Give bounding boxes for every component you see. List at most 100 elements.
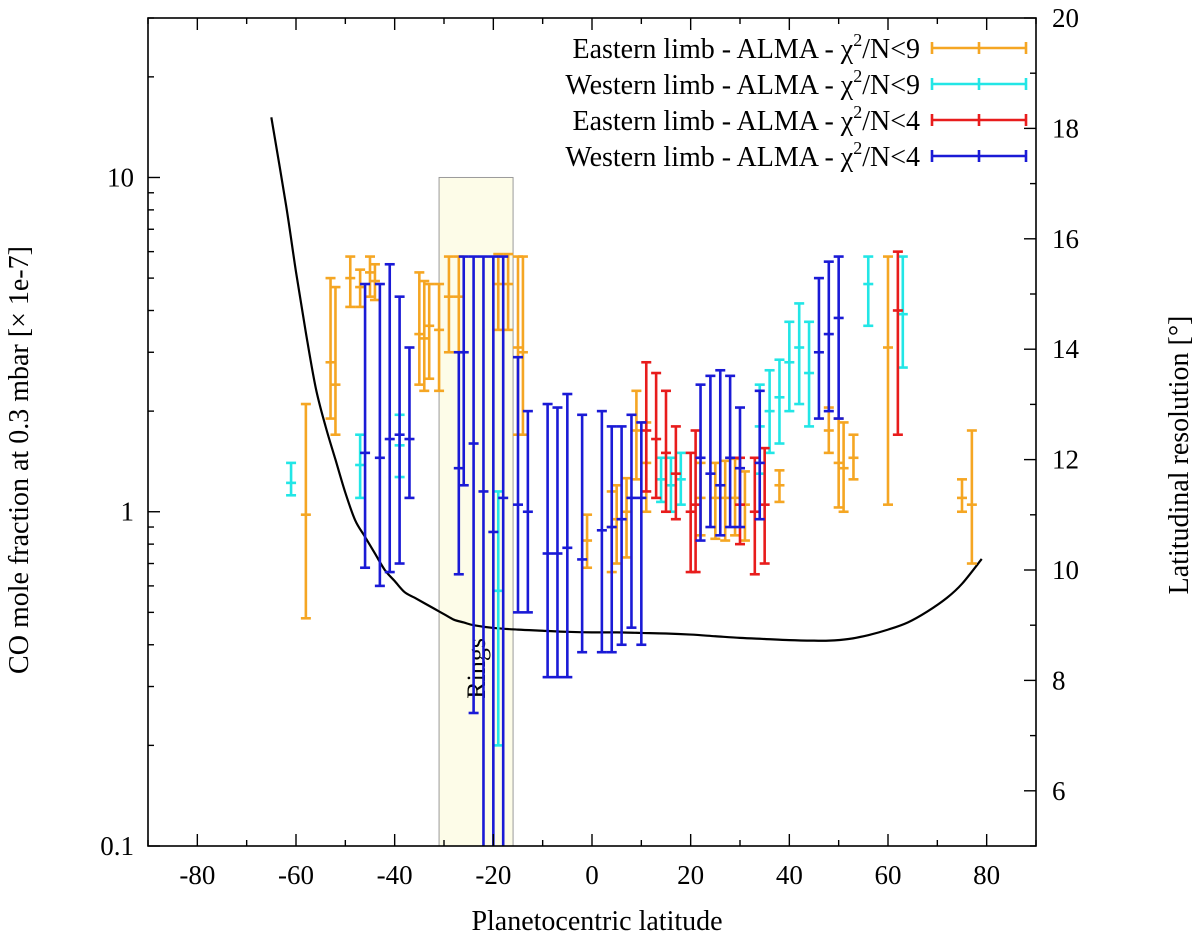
rings-shaded-region-layer: Rings: [438, 176, 514, 847]
error-bar-point: [325, 276, 336, 420]
error-bar-point: [369, 262, 380, 302]
error-bar-point: [636, 421, 647, 647]
axes-layer: -80 -60 -40 -20 0 20 40 60 80 0.1 1 10 6 8 10 12 14 16 18 2…: [100, 3, 1079, 890]
y-right-tick-label: 8: [1052, 665, 1066, 695]
x-axis-title: Planetocentric latitude: [471, 906, 722, 937]
error-bar-point: [468, 255, 479, 715]
error-bar-point: [813, 276, 824, 420]
error-bar-point: [759, 446, 770, 565]
legend-swatch: [930, 114, 1028, 126]
error-bar-point: [848, 433, 859, 481]
y-right-tick-label: 12: [1052, 445, 1079, 475]
error-bar-point: [542, 402, 553, 679]
y-right-tick-label: 10: [1052, 555, 1079, 585]
error-bar-point: [616, 425, 627, 647]
error-bar-point: [365, 255, 375, 298]
legend-label: Eastern limb - ALMA - χ2/N<9: [572, 30, 920, 65]
error-bar-point: [493, 490, 504, 747]
legend-swatch: [930, 78, 1028, 90]
error-bar-point: [414, 271, 425, 386]
y-left-tick-label: 0.1: [100, 831, 134, 861]
error-bar-point: [330, 285, 341, 437]
error-bar-point: [735, 406, 745, 529]
y-left-tick-label: 1: [121, 497, 135, 527]
legend-swatch: [930, 42, 1028, 54]
error-bar-point: [453, 350, 464, 576]
error-bar-point: [784, 320, 795, 413]
error-bar-point: [513, 355, 523, 614]
error-bar-point: [670, 425, 681, 521]
error-bar-point: [394, 295, 405, 565]
legend-label: Western limb - ALMA - χ2/N<9: [565, 66, 920, 101]
x-tick-label: -20: [475, 860, 511, 890]
error-bar-point: [705, 374, 716, 529]
error-bar-point: [488, 255, 499, 846]
error-bar-point: [458, 255, 469, 487]
error-bar-point: [374, 282, 385, 588]
series-2: [286, 255, 908, 747]
error-bar-point: [631, 389, 642, 481]
resolution-curve-layer: [270, 117, 983, 642]
error-bar-point: [966, 429, 977, 565]
error-bar-point: [749, 456, 760, 576]
error-bar-point: [774, 358, 785, 445]
error-bar-point: [552, 406, 563, 679]
x-tick-label: 80: [973, 860, 1000, 890]
x-tick-label: -80: [179, 860, 215, 890]
error-bar-point: [498, 255, 509, 846]
error-bar-point: [774, 469, 785, 504]
error-bar-series-layer: [286, 250, 977, 846]
error-bar-point: [517, 255, 528, 437]
error-bar-point: [621, 476, 632, 559]
y-right-tick-label: 18: [1052, 113, 1079, 143]
error-bar-point: [720, 459, 731, 542]
error-bar-point: [804, 320, 815, 428]
error-bar-point: [562, 392, 573, 679]
error-bar-point: [794, 302, 805, 406]
error-bar-point: [730, 457, 741, 537]
error-bar-point: [838, 421, 849, 514]
error-bar-point: [665, 456, 676, 514]
x-tick-label: 0: [585, 860, 599, 890]
error-bar-point: [754, 389, 765, 521]
error-bar-point: [675, 451, 686, 506]
error-bar-point: [355, 268, 366, 309]
x-tick-label: 20: [677, 860, 704, 890]
y-right-tick-label: 14: [1052, 334, 1080, 364]
error-bar-point: [897, 255, 908, 369]
x-tick-label: -40: [377, 860, 413, 890]
error-bar-point: [493, 252, 504, 332]
error-bar-point: [764, 368, 775, 455]
error-bar-point: [596, 409, 607, 654]
error-bar-point: [833, 255, 844, 420]
error-bar-point: [725, 374, 736, 529]
error-bar-point: [883, 255, 893, 506]
series-3: [641, 250, 903, 576]
error-bar-point: [434, 282, 445, 393]
error-bar-point: [626, 413, 637, 629]
error-bar-point: [300, 402, 311, 620]
resolution-curve: [270, 117, 983, 642]
error-bar-point: [478, 255, 489, 846]
error-bar-point: [424, 282, 435, 381]
y-right-tick-label: 6: [1052, 776, 1066, 806]
error-bar-point: [355, 433, 366, 500]
y-right-tick-label: 16: [1052, 224, 1079, 254]
y-left-tick-label: 10: [107, 162, 134, 192]
error-bar-point: [522, 409, 533, 614]
y-right-tick-label: 20: [1052, 3, 1079, 33]
error-bar-point: [892, 250, 903, 437]
y-axis-right-title: Latitudinal resolution [°]: [1164, 316, 1195, 595]
rings-region: [438, 176, 514, 847]
rings-label: Rings: [462, 638, 491, 699]
error-bar-point: [443, 255, 454, 354]
error-bar-point: [823, 406, 834, 455]
x-tick-label: 60: [875, 860, 902, 890]
error-bar-point: [651, 371, 662, 500]
error-bar-point: [641, 360, 652, 493]
error-bar-point: [384, 262, 395, 574]
error-bar-point: [577, 413, 588, 654]
error-bar-point: [656, 456, 667, 504]
